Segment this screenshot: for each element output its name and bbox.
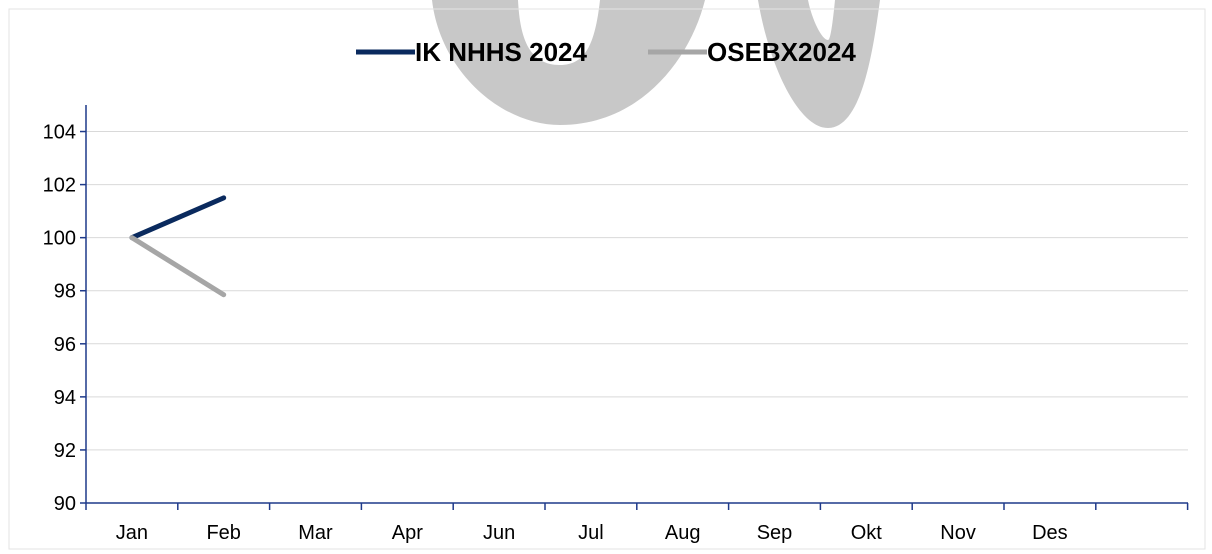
- legend-label-osebx: OSEBX2024: [707, 37, 856, 67]
- legend-item-osebx: OSEBX2024: [648, 37, 856, 67]
- x-tick-label-okt: Okt: [851, 522, 883, 544]
- watermark-logo-left-arc: [432, 0, 705, 125]
- x-tick-label-feb: Feb: [206, 522, 240, 544]
- y-tick-label-98: 98: [54, 281, 76, 303]
- axes: [80, 105, 1189, 510]
- legend: IK NHHS 2024 OSEBX2024: [356, 37, 856, 67]
- y-tick-label-94: 94: [54, 387, 76, 409]
- watermark-logo-right-stroke: [758, 0, 880, 128]
- legend-item-ik-nhhs: IK NHHS 2024: [356, 37, 587, 67]
- x-tick-label-apr: Apr: [392, 522, 423, 544]
- y-tick-label-102: 102: [43, 175, 76, 197]
- x-tick-label-des: Des: [1032, 522, 1068, 544]
- x-tick-label-jan: Jan: [116, 522, 148, 544]
- series-line-osebx2024: [129, 235, 227, 298]
- chart-frame: [8, 8, 1206, 550]
- series-line-ik-nhhs-2024: [129, 195, 227, 241]
- y-tick-label-100: 100: [43, 228, 76, 250]
- y-tick-labels: 90 92 94 96 98 100 102 104: [43, 122, 76, 515]
- x-tick-labels: Jan Feb Mar Apr Jun Jul Aug Sep Okt Nov Des: [116, 522, 1068, 544]
- x-tick-label-jun: Jun: [483, 522, 515, 544]
- x-tick-label-nov: Nov: [940, 522, 976, 544]
- y-tick-label-90: 90: [54, 493, 76, 515]
- x-tick-label-sep: Sep: [757, 522, 793, 544]
- y-tick-label-92: 92: [54, 440, 76, 462]
- x-tick-label-jul: Jul: [578, 522, 604, 544]
- x-tick-label-mar: Mar: [298, 522, 333, 544]
- series-lines: [129, 195, 227, 298]
- y-tick-label-104: 104: [43, 122, 76, 144]
- x-tick-label-aug: Aug: [665, 522, 701, 544]
- watermark-logo: [432, 0, 880, 128]
- legend-label-ik-nhhs: IK NHHS 2024: [415, 37, 587, 67]
- grid-lines: [86, 131, 1188, 451]
- y-tick-label-96: 96: [54, 334, 76, 356]
